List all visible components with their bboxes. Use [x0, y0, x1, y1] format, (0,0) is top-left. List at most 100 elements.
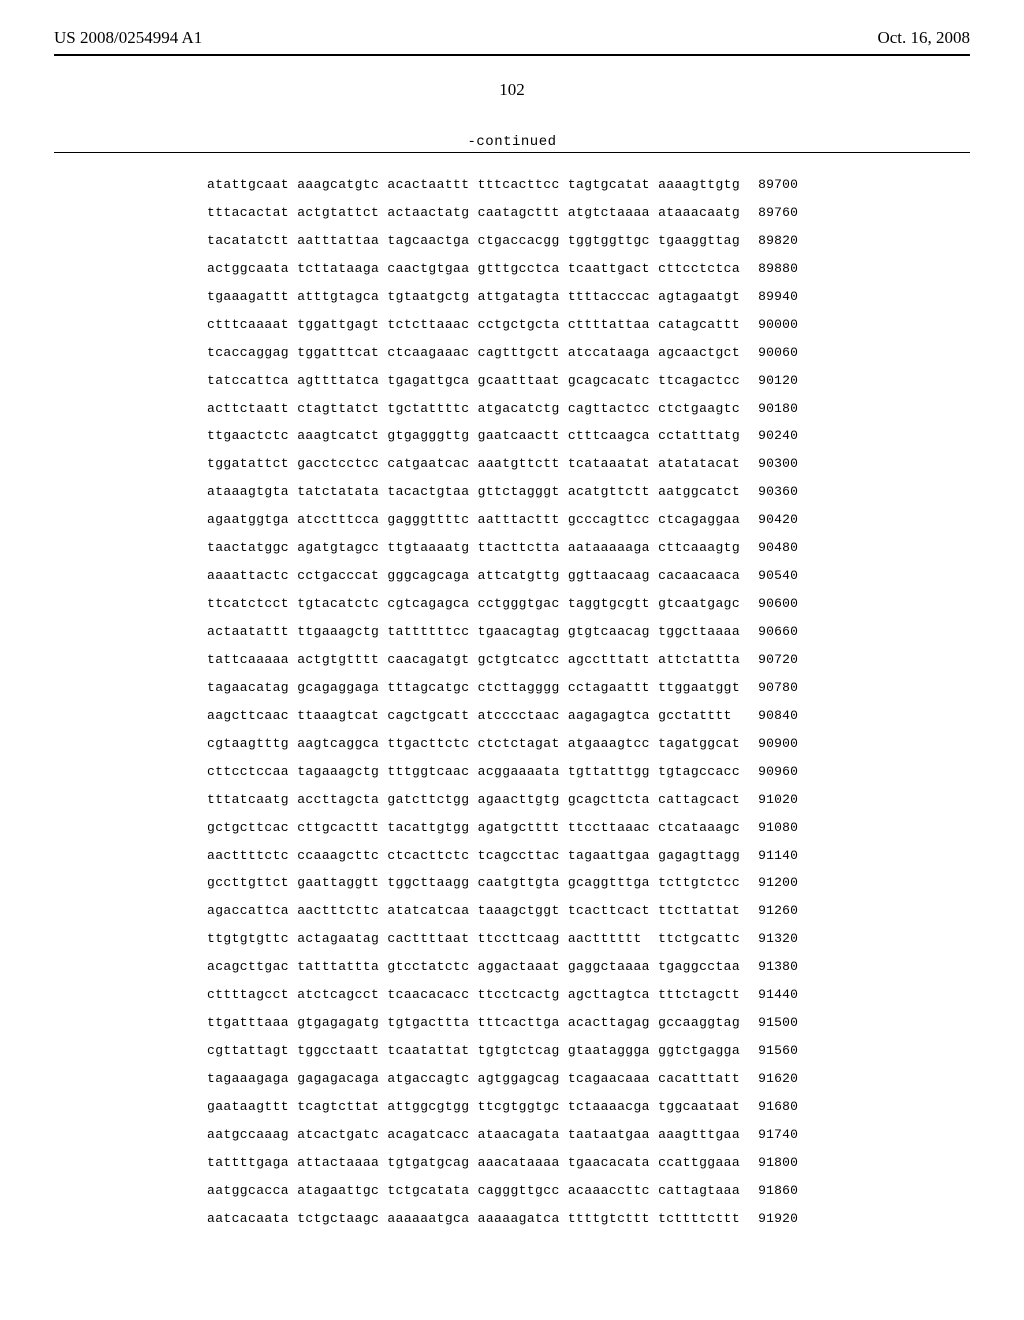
sequence-text: taactatggc agatgtagcc ttgtaaaatg ttacttc…	[207, 534, 740, 562]
sequence-text: ttgatttaaa gtgagagatg tgtgacttta tttcact…	[207, 1009, 740, 1037]
sequence-text: ttgtgtgttc actagaatag cacttttaat ttccttc…	[207, 925, 740, 953]
sequence-position: 91020	[758, 786, 798, 814]
sequence-position: 89700	[758, 171, 798, 199]
sequence-line: aacttttctc ccaaagcttc ctcacttctc tcagcct…	[207, 842, 817, 870]
sequence-text: tcaccaggag tggatttcat ctcaagaaac cagtttg…	[207, 339, 740, 367]
sequence-line: tcaccaggag tggatttcat ctcaagaaac cagtttg…	[207, 339, 817, 367]
sequence-text: gctgcttcac cttgcacttt tacattgtgg agatgct…	[207, 814, 740, 842]
sequence-rule-top	[54, 152, 970, 153]
sequence-text: atattgcaat aaagcatgtc acactaattt tttcact…	[207, 171, 740, 199]
sequence-line: actggcaata tcttataaga caactgtgaa gtttgcc…	[207, 255, 817, 283]
sequence-position: 91260	[758, 897, 798, 925]
sequence-text: tgaaagattt atttgtagca tgtaatgctg attgata…	[207, 283, 740, 311]
sequence-line: tatccattca agttttatca tgagattgca gcaattt…	[207, 367, 817, 395]
sequence-text: aatggcacca atagaattgc tctgcatata cagggtt…	[207, 1177, 740, 1205]
sequence-position: 89820	[758, 227, 798, 255]
sequence-position: 89940	[758, 283, 798, 311]
sequence-position: 90360	[758, 478, 798, 506]
sequence-line: taactatggc agatgtagcc ttgtaaaatg ttacttc…	[207, 534, 817, 562]
page: US 2008/0254994 A1 Oct. 16, 2008 102 -co…	[0, 0, 1024, 1273]
sequence-line: atattgcaat aaagcatgtc acactaattt tttcact…	[207, 171, 817, 199]
sequence-text: tttatcaatg accttagcta gatcttctgg agaactt…	[207, 786, 740, 814]
sequence-position: 90720	[758, 646, 798, 674]
sequence-line: aatcacaata tctgctaagc aaaaaatgca aaaaaga…	[207, 1205, 817, 1233]
sequence-line: cgttattagt tggcctaatt tcaatattat tgtgtct…	[207, 1037, 817, 1065]
sequence-line: ataaagtgta tatctatata tacactgtaa gttctag…	[207, 478, 817, 506]
sequence-text: tggatattct gacctcctcc catgaatcac aaatgtt…	[207, 450, 740, 478]
sequence-position: 91860	[758, 1177, 798, 1205]
sequence-text: agaccattca aactttcttc atatcatcaa taaagct…	[207, 897, 740, 925]
page-number: 102	[54, 80, 970, 100]
sequence-line: aatggcacca atagaattgc tctgcatata cagggtt…	[207, 1177, 817, 1205]
sequence-position: 90060	[758, 339, 798, 367]
sequence-text: acagcttgac tatttattta gtcctatctc aggacta…	[207, 953, 740, 981]
sequence-position: 91380	[758, 953, 798, 981]
sequence-line: ctttcaaaat tggattgagt tctcttaaac cctgctg…	[207, 311, 817, 339]
sequence-position: 90480	[758, 534, 798, 562]
sequence-text: gaataagttt tcagtcttat attggcgtgg ttcgtgg…	[207, 1093, 740, 1121]
sequence-text: cgttattagt tggcctaatt tcaatattat tgtgtct…	[207, 1037, 740, 1065]
sequence-position: 90180	[758, 395, 798, 423]
sequence-line: agaatggtga atcctttcca gagggttttc aatttac…	[207, 506, 817, 534]
sequence-block: atattgcaat aaagcatgtc acactaattt tttcact…	[207, 171, 817, 1233]
sequence-text: tagaacatag gcagaggaga tttagcatgc ctcttag…	[207, 674, 740, 702]
sequence-line: cttcctccaa tagaaagctg tttggtcaac acggaaa…	[207, 758, 817, 786]
sequence-position: 89880	[758, 255, 798, 283]
sequence-text: gccttgttct gaattaggtt tggcttaagg caatgtt…	[207, 869, 740, 897]
sequence-position: 91560	[758, 1037, 798, 1065]
sequence-text: acttctaatt ctagttatct tgctattttc atgacat…	[207, 395, 740, 423]
sequence-text: aaaattactc cctgacccat gggcagcaga attcatg…	[207, 562, 740, 590]
sequence-position: 90660	[758, 618, 798, 646]
sequence-position: 90900	[758, 730, 798, 758]
sequence-position: 91080	[758, 814, 798, 842]
sequence-position: 91800	[758, 1149, 798, 1177]
sequence-position: 90240	[758, 422, 798, 450]
sequence-position: 89760	[758, 199, 798, 227]
sequence-position: 90420	[758, 506, 798, 534]
sequence-line: tttacactat actgtattct actaactatg caatagc…	[207, 199, 817, 227]
sequence-line: gccttgttct gaattaggtt tggcttaagg caatgtt…	[207, 869, 817, 897]
sequence-line: ttcatctcct tgtacatctc cgtcagagca cctgggt…	[207, 590, 817, 618]
sequence-text: ataaagtgta tatctatata tacactgtaa gttctag…	[207, 478, 740, 506]
page-header: US 2008/0254994 A1 Oct. 16, 2008	[54, 28, 970, 48]
sequence-line: tttatcaatg accttagcta gatcttctgg agaactt…	[207, 786, 817, 814]
sequence-line: aatgccaaag atcactgatc acagatcacc ataacag…	[207, 1121, 817, 1149]
sequence-position: 91740	[758, 1121, 798, 1149]
sequence-text: aatgccaaag atcactgatc acagatcacc ataacag…	[207, 1121, 740, 1149]
sequence-text: agaatggtga atcctttcca gagggttttc aatttac…	[207, 506, 740, 534]
sequence-position: 90780	[758, 674, 798, 702]
sequence-line: actaatattt ttgaaagctg tattttttcc tgaacag…	[207, 618, 817, 646]
sequence-position: 90120	[758, 367, 798, 395]
sequence-line: tattcaaaaa actgtgtttt caacagatgt gctgtca…	[207, 646, 817, 674]
sequence-line: cgtaagtttg aagtcaggca ttgacttctc ctctcta…	[207, 730, 817, 758]
sequence-line: agaccattca aactttcttc atatcatcaa taaagct…	[207, 897, 817, 925]
sequence-text: ttgaactctc aaagtcatct gtgagggttg gaatcaa…	[207, 422, 740, 450]
sequence-text: actaatattt ttgaaagctg tattttttcc tgaacag…	[207, 618, 740, 646]
sequence-line: aagcttcaac ttaaagtcat cagctgcatt atcccct…	[207, 702, 817, 730]
sequence-line: tacatatctt aatttattaa tagcaactga ctgacca…	[207, 227, 817, 255]
sequence-text: cttcctccaa tagaaagctg tttggtcaac acggaaa…	[207, 758, 740, 786]
sequence-text: ttcatctcct tgtacatctc cgtcagagca cctgggt…	[207, 590, 740, 618]
sequence-line: ttgtgtgttc actagaatag cacttttaat ttccttc…	[207, 925, 817, 953]
sequence-line: cttttagcct atctcagcct tcaacacacc ttcctca…	[207, 981, 817, 1009]
sequence-position: 90600	[758, 590, 798, 618]
sequence-line: gaataagttt tcagtcttat attggcgtgg ttcgtgg…	[207, 1093, 817, 1121]
sequence-text: tatccattca agttttatca tgagattgca gcaattt…	[207, 367, 740, 395]
sequence-position: 90960	[758, 758, 798, 786]
sequence-line: tagaacatag gcagaggaga tttagcatgc ctcttag…	[207, 674, 817, 702]
sequence-text: aacttttctc ccaaagcttc ctcacttctc tcagcct…	[207, 842, 740, 870]
sequence-position: 91920	[758, 1205, 798, 1233]
sequence-line: acagcttgac tatttattta gtcctatctc aggacta…	[207, 953, 817, 981]
sequence-position: 91200	[758, 869, 798, 897]
sequence-position: 91500	[758, 1009, 798, 1037]
continued-label: -continued	[54, 134, 970, 150]
sequence-line: tagaaagaga gagagacaga atgaccagtc agtggag…	[207, 1065, 817, 1093]
sequence-line: ttgatttaaa gtgagagatg tgtgacttta tttcact…	[207, 1009, 817, 1037]
sequence-position: 91620	[758, 1065, 798, 1093]
sequence-line: acttctaatt ctagttatct tgctattttc atgacat…	[207, 395, 817, 423]
sequence-text: tacatatctt aatttattaa tagcaactga ctgacca…	[207, 227, 740, 255]
sequence-line: gctgcttcac cttgcacttt tacattgtgg agatgct…	[207, 814, 817, 842]
sequence-line: aaaattactc cctgacccat gggcagcaga attcatg…	[207, 562, 817, 590]
sequence-position: 91140	[758, 842, 798, 870]
sequence-text: cttttagcct atctcagcct tcaacacacc ttcctca…	[207, 981, 740, 1009]
